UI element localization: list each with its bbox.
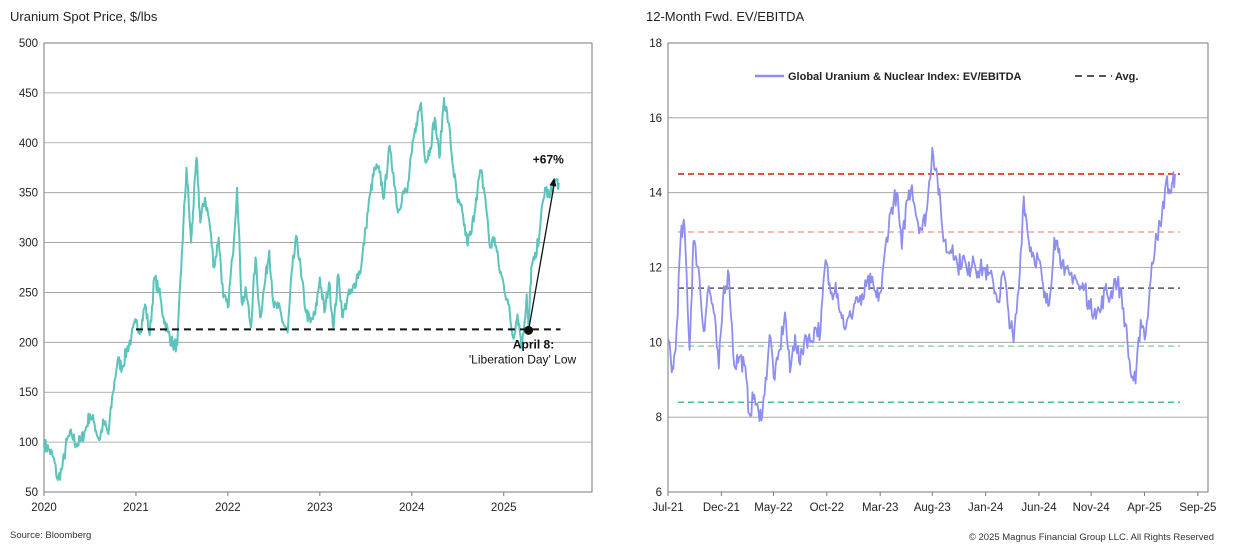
april-8-annotation: April 8: (513, 337, 554, 351)
left-y-tick-label: 500 (19, 38, 38, 50)
right-y-tick-label: 6 (656, 487, 662, 499)
left-x-tick-label: 2023 (307, 502, 333, 514)
right-x-tick-label: Aug-23 (914, 502, 951, 514)
right-x-tick-label: Sep-25 (1179, 502, 1216, 514)
source-label: Source: Bloomberg (10, 530, 92, 541)
left-x-tick-label: 2020 (31, 502, 57, 514)
right-y-tick-label: 18 (649, 38, 662, 50)
right-chart-title: 12-Month Fwd. EV/EBITDA (646, 9, 805, 24)
liberation-day-annotation: 'Liberation Day' Low (469, 352, 577, 366)
left-y-tick-label: 200 (19, 337, 38, 349)
right-x-tick-label: May-22 (754, 502, 792, 514)
left-x-tick-label: 2021 (123, 502, 149, 514)
copyright-label: © 2025 Magnus Financial Group LLC. All R… (968, 532, 1214, 543)
gain-annotation: +67% (533, 153, 564, 167)
right-x-tick-label: Nov-24 (1073, 502, 1111, 514)
uranium-price-line (43, 96, 560, 481)
left-x-tick-label: 2024 (399, 502, 425, 514)
legend-series-label: Global Uranium & Nuclear Index: EV/EBITD… (788, 71, 1022, 83)
right-x-tick-label: Jun-24 (1021, 502, 1057, 514)
left-y-tick-label: 100 (19, 437, 38, 449)
right-x-tick-label: Jul-21 (652, 502, 683, 514)
gain-arrow-line (527, 183, 555, 331)
left-chart-title: Uranium Spot Price, $/lbs (10, 9, 158, 24)
left-x-tick-label: 2025 (491, 502, 517, 514)
right-y-tick-label: 8 (656, 412, 662, 424)
right-x-tick-label: Mar-23 (862, 502, 898, 514)
left-plot-frame (43, 42, 593, 493)
gain-arrow-head (549, 177, 557, 187)
legend-avg-label: Avg. (1115, 71, 1138, 83)
left-y-tick-label: 50 (25, 487, 38, 499)
left-y-tick-label: 450 (19, 88, 38, 100)
right-y-tick-label: 16 (649, 113, 662, 125)
right-y-tick-label: 12 (649, 263, 662, 275)
left-x-tick-label: 2022 (215, 502, 241, 514)
right-x-tick-label: Oct-22 (810, 502, 845, 514)
uranium-spot-chart: 50 100 150 200 250 300 350 400 450 500 2020 2021 202… (19, 38, 593, 514)
ev-ebitda-chart: 6 8 10 12 14 16 18 Jul-21 Dec-21 May-22 Oct-22 Mar-… (649, 38, 1216, 514)
right-x-tick-label: Jan-24 (968, 502, 1004, 514)
left-y-tick-label: 150 (19, 387, 38, 399)
left-y-tick-label: 300 (19, 238, 38, 250)
left-y-tick-label: 350 (19, 188, 38, 200)
left-y-tick-label: 400 (19, 138, 38, 150)
left-y-tick-label: 250 (19, 287, 38, 299)
right-y-tick-label: 14 (649, 188, 662, 200)
ev-ebitda-line (667, 146, 1176, 422)
right-y-tick-label: 10 (649, 337, 662, 349)
right-x-tick-label: Apr-25 (1127, 502, 1162, 514)
right-x-tick-label: Dec-21 (703, 502, 740, 514)
